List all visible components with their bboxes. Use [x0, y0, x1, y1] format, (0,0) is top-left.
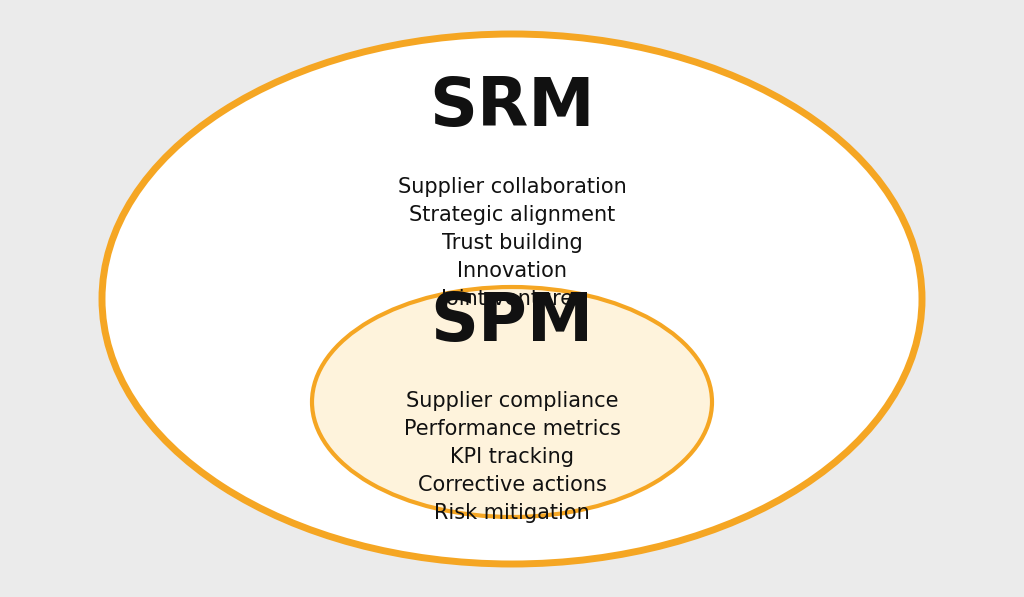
Text: Risk mitigation: Risk mitigation — [434, 503, 590, 523]
Text: Strategic alignment: Strategic alignment — [409, 205, 615, 225]
Text: KPI tracking: KPI tracking — [450, 447, 574, 467]
Text: Corrective actions: Corrective actions — [418, 475, 606, 495]
Text: Innovation: Innovation — [457, 261, 567, 281]
Text: Joint ventures: Joint ventures — [440, 289, 584, 309]
Ellipse shape — [102, 34, 922, 564]
Text: Performance metrics: Performance metrics — [403, 419, 621, 439]
Ellipse shape — [312, 287, 712, 517]
Text: Supplier collaboration: Supplier collaboration — [397, 177, 627, 197]
Text: Trust building: Trust building — [441, 233, 583, 253]
Text: SRM: SRM — [429, 74, 595, 140]
Text: Supplier compliance: Supplier compliance — [406, 391, 618, 411]
Text: SPM: SPM — [430, 289, 594, 355]
